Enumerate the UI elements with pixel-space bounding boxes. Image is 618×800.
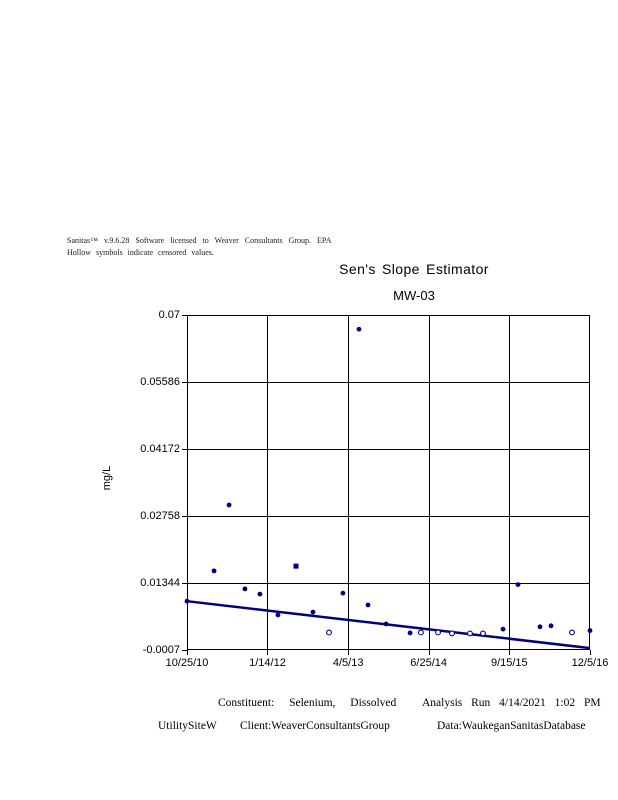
data-point (500, 626, 506, 632)
x-tick-label: 9/15/15 (490, 657, 528, 669)
data-point (293, 563, 299, 569)
data-point (515, 582, 521, 588)
censored-data-point (326, 629, 332, 636)
y-axis-label: mg/L (101, 465, 113, 491)
chart-subtitle: MW-03 (393, 288, 435, 303)
x-tick-label: 4/5/13 (332, 657, 364, 669)
data-point (275, 612, 281, 618)
footer-analysis-run: Analysis Run 4/14/2021 1:02 PM (422, 697, 601, 709)
censored-data-point (448, 630, 455, 637)
footer-constituent: Constituent: Selenium, Dissolved (218, 697, 397, 709)
data-point (537, 624, 543, 630)
x-tick-label: 12/5/16 (571, 657, 609, 669)
censored-data-point (435, 629, 441, 636)
censored-data-point (417, 629, 424, 636)
censored-data-point (480, 630, 486, 637)
y-tick-label: 0.05586 (140, 375, 180, 388)
y-tick-label: 0.01344 (140, 576, 180, 589)
footer-site-name: UtilitySiteW (158, 720, 217, 732)
data-point (226, 502, 232, 508)
x-tick-label: 10/25/10 (165, 657, 209, 669)
y-tick-label: 0.07 (158, 308, 180, 321)
disclaimer-line-2: Hollow symbols indicate censored values. (67, 248, 214, 257)
x-tick-label: 1/14/12 (249, 657, 286, 669)
data-point (548, 623, 554, 629)
data-point (242, 586, 248, 592)
data-point (365, 602, 371, 608)
data-point (184, 598, 190, 604)
censored-data-point (569, 629, 575, 636)
footer-data-source: Data:WaukeganSanitasDatabase (437, 720, 586, 732)
data-point (383, 621, 389, 627)
data-point (340, 590, 346, 596)
disclaimer-line-1: Sanitas™ v.9.6.28 Software licensed to W… (67, 236, 332, 245)
chart-title: Sen's Slope Estimator (339, 261, 489, 277)
data-point (587, 628, 593, 633)
data-point (356, 326, 362, 332)
y-tick-label: -0.0007 (142, 643, 180, 656)
sen-slope-trend-line (186, 599, 591, 650)
data-point (211, 568, 217, 574)
data-point (407, 630, 413, 636)
plot-border (187, 315, 590, 650)
data-point (310, 609, 316, 615)
footer-client-name: Client:WeaverConsultantsGroup (240, 720, 390, 732)
data-point (257, 591, 263, 597)
plot-area (182, 315, 593, 655)
x-tick-label: 6/25/14 (410, 657, 447, 669)
y-tick-label: 0.02758 (140, 509, 180, 522)
censored-data-point (467, 630, 473, 637)
y-tick-label: 0.04172 (140, 442, 180, 455)
